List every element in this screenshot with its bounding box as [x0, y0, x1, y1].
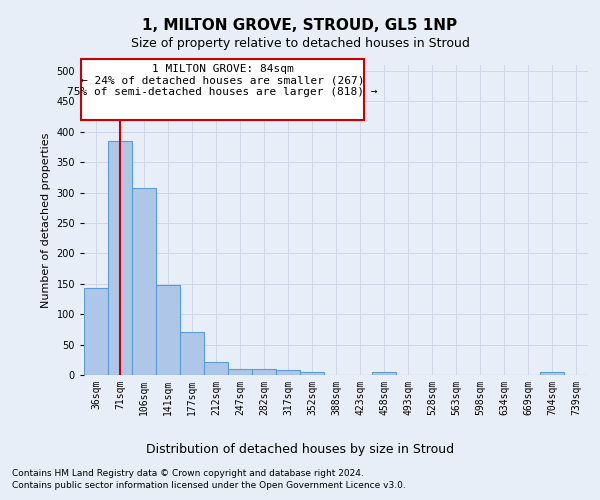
Bar	[228, 369, 252, 375]
Text: 1, MILTON GROVE, STROUD, GL5 1NP: 1, MILTON GROVE, STROUD, GL5 1NP	[142, 18, 458, 32]
Text: Contains HM Land Registry data © Crown copyright and database right 2024.: Contains HM Land Registry data © Crown c…	[12, 468, 364, 477]
Bar	[276, 370, 300, 375]
Bar	[540, 372, 564, 375]
Bar	[180, 332, 204, 375]
Bar	[252, 369, 276, 375]
Y-axis label: Number of detached properties: Number of detached properties	[41, 132, 51, 308]
Text: ← 24% of detached houses are smaller (267): ← 24% of detached houses are smaller (26…	[81, 76, 364, 86]
Bar	[108, 141, 132, 375]
Bar	[84, 288, 108, 375]
Bar	[132, 188, 156, 375]
Bar	[372, 372, 396, 375]
Text: 1 MILTON GROVE: 84sqm: 1 MILTON GROVE: 84sqm	[152, 64, 293, 74]
Text: Size of property relative to detached houses in Stroud: Size of property relative to detached ho…	[131, 38, 469, 51]
Bar	[300, 372, 324, 375]
Text: Contains public sector information licensed under the Open Government Licence v3: Contains public sector information licen…	[12, 481, 406, 490]
Text: 75% of semi-detached houses are larger (818) →: 75% of semi-detached houses are larger (…	[67, 88, 378, 98]
Bar	[204, 362, 228, 375]
Text: Distribution of detached houses by size in Stroud: Distribution of detached houses by size …	[146, 442, 454, 456]
Bar	[156, 285, 180, 375]
